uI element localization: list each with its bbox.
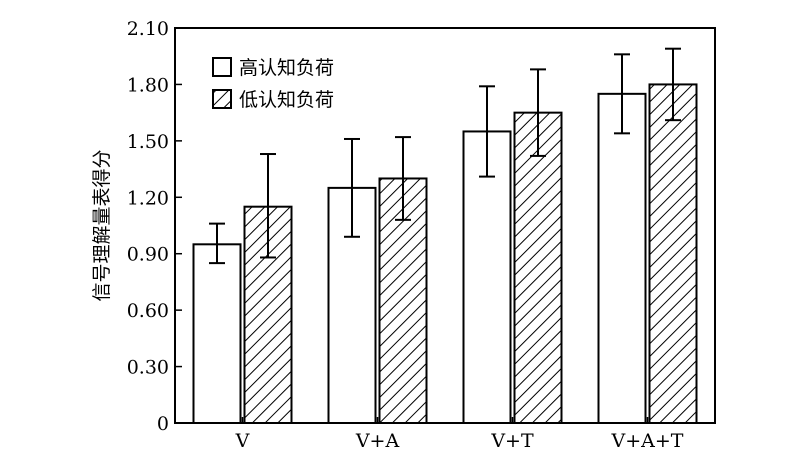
x-category-label: V+A+T: [611, 430, 684, 452]
legend-swatch: [212, 57, 232, 77]
y-tick-label: 1.80: [127, 74, 169, 96]
y-tick-label: 0: [157, 413, 169, 435]
plot-frame: [174, 27, 716, 424]
y-axis-label: 信号理解量表得分: [91, 149, 113, 301]
legend-label: 低认知负荷: [239, 89, 334, 111]
y-tick-label: 1.50: [127, 131, 169, 153]
bar-low-load: [513, 111, 563, 425]
bar-high-load: [597, 92, 647, 424]
legend-label: 高认知负荷: [239, 57, 334, 79]
legend-swatch: [212, 89, 232, 109]
bars-layer: [192, 83, 698, 425]
x-axis-categories: V V+A V+T V+A+T: [235, 417, 684, 452]
y-tick-label: 0.30: [127, 357, 169, 379]
y-tick-label: 0.60: [127, 300, 169, 322]
y-axis-ticks: 0 0.30 0.60 0.90 1.20 1.50 1.80 2.10: [127, 18, 182, 435]
x-category-label: V+T: [490, 430, 534, 452]
bar-low-load: [648, 83, 698, 425]
y-tick-label: 1.20: [127, 187, 169, 209]
y-tick-label: 2.10: [127, 18, 169, 40]
bar-high-load: [192, 243, 242, 424]
error-bars-layer: [209, 47, 681, 265]
x-category-label: V+A: [355, 430, 400, 452]
bar-low-load: [378, 177, 428, 424]
y-tick-label: 0.90: [127, 244, 169, 266]
x-category-label: V: [235, 430, 250, 452]
